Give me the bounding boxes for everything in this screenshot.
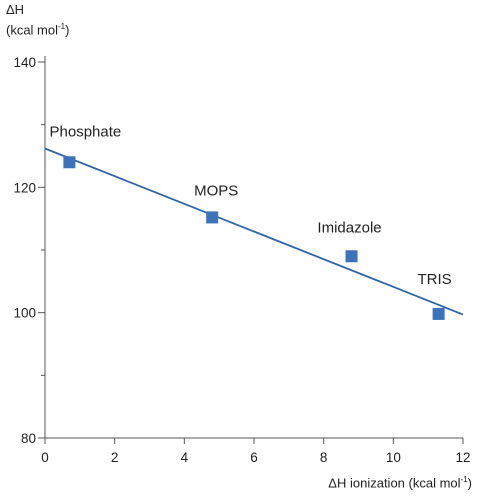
x-tick-label-4: 4 (181, 450, 189, 465)
x-axis-label: ΔH ionization (kcal mol-1) (328, 475, 472, 490)
fit-line (45, 148, 463, 314)
y-axis-label-close: ) (65, 22, 69, 37)
x-tick-label-8: 8 (320, 450, 328, 465)
marker-imidazole (346, 250, 358, 262)
point-labels-group: Phosphate MOPS Imidazole TRIS (50, 123, 452, 288)
y-axis-label-line1: ΔH (6, 2, 24, 17)
point-label-imidazole: Imidazole (317, 219, 381, 236)
x-tick-label-2: 2 (111, 450, 119, 465)
y-tick-label-140: 140 (13, 55, 36, 70)
point-label-tris: TRIS (418, 271, 452, 288)
x-axis-label-text: ΔH ionization (kcal mol (328, 475, 460, 490)
y-axis-label-line2: (kcal mol-1) (6, 22, 69, 37)
point-label-phosphate: Phosphate (50, 123, 122, 140)
x-tick-label-6: 6 (250, 450, 258, 465)
y-axis-label-unit: (kcal mol (6, 22, 58, 37)
y-tick-label-120: 120 (13, 180, 36, 195)
markers-group (63, 156, 444, 320)
x-axis-label-sup: -1 (461, 475, 468, 484)
fit-line-group (45, 148, 463, 314)
marker-tris (433, 308, 445, 320)
y-tick-label-80: 80 (21, 431, 36, 446)
x-tick-label-12: 12 (455, 450, 470, 465)
x-tick-label-10: 10 (386, 450, 401, 465)
marker-phosphate (63, 156, 75, 168)
marker-mops (206, 211, 218, 223)
x-tick-label-0: 0 (41, 450, 49, 465)
point-label-mops: MOPS (194, 182, 238, 199)
axes: 80 100 120 140 0 2 4 6 8 10 12 (13, 55, 470, 465)
y-tick-label-100: 100 (13, 306, 36, 321)
x-axis-label-close: ) (468, 475, 472, 490)
